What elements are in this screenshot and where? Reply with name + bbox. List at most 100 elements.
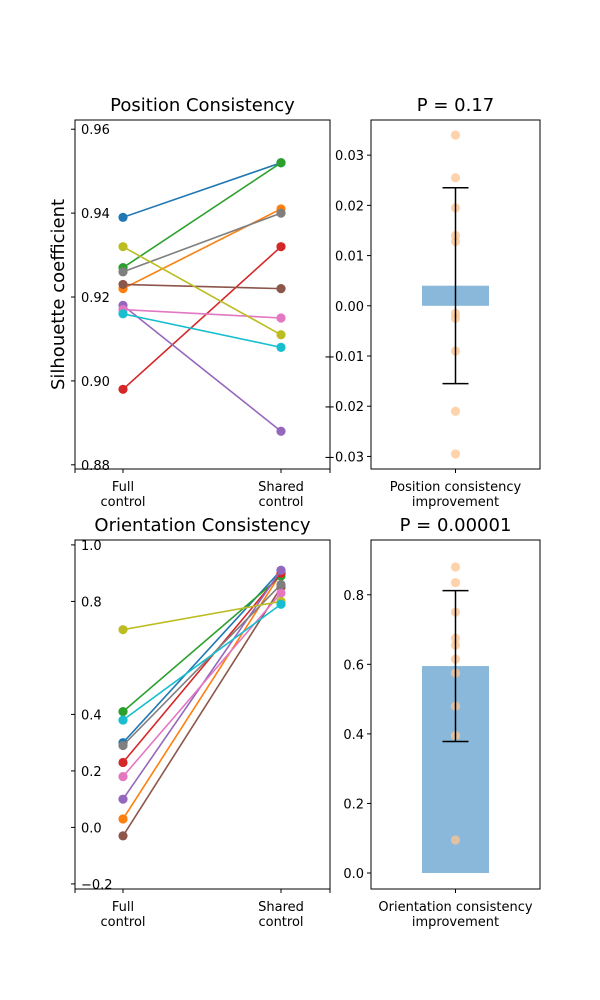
x-tick-label-line: Full: [112, 900, 134, 915]
data-point: [118, 384, 128, 394]
series-line: [122, 575, 282, 713]
series-line: [122, 308, 282, 319]
series-line: [122, 246, 282, 390]
series-line: [122, 212, 282, 273]
series-s4: [118, 242, 286, 394]
y-tick-label: 0.2: [343, 797, 364, 812]
data-point: [276, 579, 286, 590]
x-tick-label: Position consistency improvement: [390, 480, 522, 510]
chart-title: Orientation Consistency: [94, 515, 311, 536]
data-point: [118, 831, 128, 841]
data-point: [276, 426, 286, 436]
x-tick-label-line: control: [258, 495, 303, 510]
x-tick-label-line: improvement: [412, 495, 499, 510]
scatter-point: [450, 130, 461, 140]
series-line: [122, 572, 282, 763]
series-line: [122, 162, 282, 219]
y-tick-label: 0.00: [335, 300, 364, 315]
series-s2: [118, 204, 286, 294]
x-tick-label-line: Position consistency: [390, 480, 522, 495]
series-line: [122, 592, 282, 778]
x-tick-label: Full control: [100, 480, 145, 510]
series-s3: [118, 158, 286, 273]
y-tick-label: 0.6: [343, 658, 364, 673]
data-point: [118, 309, 128, 319]
data-point: [276, 588, 286, 598]
series-s9: [118, 242, 286, 340]
chart-panel-3: Orientation Consistency −0.2 0.0 0.2 0.4 0.8 1…: [71, 515, 331, 930]
x-tick-label-line: control: [258, 915, 303, 930]
series-s1: [118, 158, 286, 222]
y-tick-label: 0.4: [343, 728, 364, 743]
scatter-point: [450, 562, 461, 572]
series-s7: [118, 305, 286, 323]
series-s2: [118, 568, 286, 824]
series-line: [122, 245, 282, 336]
data-point: [118, 242, 128, 252]
x-tick-label-line: Full: [112, 480, 134, 495]
data-point: [118, 771, 128, 782]
series-line: [122, 600, 282, 631]
y-tick-label: −0.01: [324, 350, 364, 365]
scatter-point: [450, 449, 461, 459]
x-tick-label-line: control: [100, 915, 145, 930]
chart-title: P = 0.17: [417, 95, 494, 116]
axes-frame: [74, 539, 331, 890]
y-axis-label: Silhouette coefficient: [48, 199, 69, 390]
series-s6: [118, 279, 286, 294]
chart-title: Position Consistency: [110, 95, 295, 116]
series-line: [122, 313, 282, 349]
y-tick-label: 0.8: [81, 595, 102, 610]
series-s10: [118, 599, 286, 725]
series-line: [122, 603, 282, 721]
data-point: [276, 284, 286, 294]
y-tick-label: −0.2: [81, 878, 113, 893]
data-point: [118, 740, 128, 751]
chart-panel-4: P = 0.00001 0.0 0.2 0.4 0.6 0.8 Orientation co…: [343, 515, 541, 930]
series-s7: [118, 588, 286, 782]
x-tick-label-line: Shared: [258, 480, 304, 495]
series-s8: [118, 579, 286, 751]
series-line: [122, 586, 282, 837]
x-tick-label: Shared control: [258, 900, 304, 930]
data-point: [118, 625, 128, 635]
data-point: [276, 208, 286, 218]
chart-panel-2: P = 0.17 −0.03 −0.02 −0.01 0.00 0.01 0.02 0.03 P…: [324, 95, 541, 510]
data-point: [276, 313, 286, 323]
x-tick-label-line: control: [100, 495, 145, 510]
data-point: [118, 794, 128, 804]
x-tick-label-line: Shared: [258, 900, 304, 915]
y-tick-label: 0.96: [81, 123, 110, 138]
series-s3: [118, 571, 286, 717]
series-s6: [118, 582, 286, 841]
y-tick-label: −0.03: [324, 450, 364, 465]
series-line: [122, 162, 282, 269]
series-line: [122, 208, 282, 290]
series-s4: [118, 568, 286, 768]
data-point: [118, 279, 128, 290]
y-tick-label: 0.2: [81, 765, 102, 780]
series-s10: [118, 309, 286, 352]
y-tick-label: 0.94: [81, 207, 110, 222]
y-tick-label: 0.8: [343, 589, 364, 604]
data-point: [276, 599, 286, 609]
series-line: [122, 583, 282, 747]
series-s5: [118, 300, 286, 436]
data-point: [118, 212, 128, 222]
scatter-point: [450, 173, 461, 183]
y-tick-label: 0.02: [335, 199, 364, 214]
data-point: [118, 757, 128, 768]
scatter-point: [450, 835, 461, 845]
y-tick-label: 0.88: [81, 459, 110, 474]
x-tick-label: Shared control: [258, 480, 304, 510]
x-tick-label-line: Orientation consistency: [378, 900, 533, 915]
y-tick-label: 0.01: [335, 250, 364, 265]
y-tick-label: 0.4: [81, 708, 102, 723]
data-point: [276, 342, 286, 352]
y-tick-label: 0.90: [81, 375, 110, 390]
series-line: [122, 283, 282, 290]
data-point: [118, 706, 128, 717]
series-line: [122, 572, 282, 820]
data-point: [118, 814, 128, 824]
